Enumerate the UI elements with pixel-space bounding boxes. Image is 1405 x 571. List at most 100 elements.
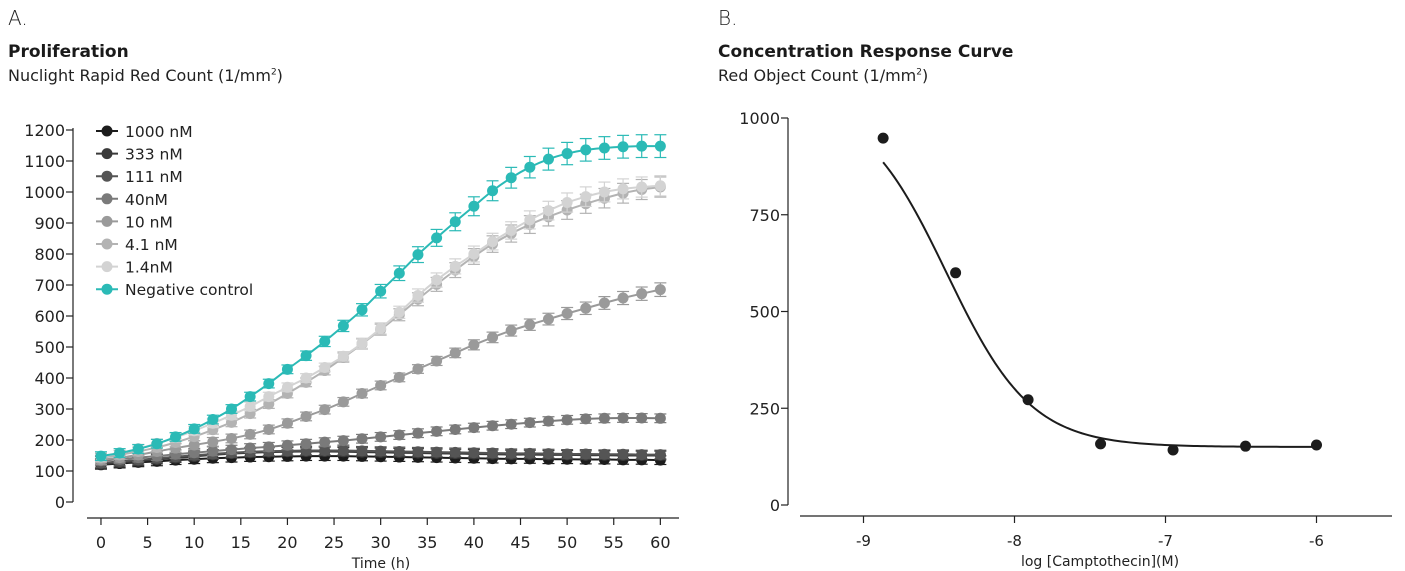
data-point [188, 447, 200, 459]
data-point [95, 450, 107, 462]
data-point [542, 313, 554, 325]
data-point [505, 418, 517, 430]
data-point [337, 396, 349, 408]
data-point [487, 447, 499, 459]
legend-item: 4.1 nM [96, 236, 178, 254]
data-point [580, 413, 592, 425]
data-point [170, 431, 182, 443]
data-point [319, 335, 331, 347]
y-tick-label: 300 [34, 400, 65, 419]
data-point [449, 347, 461, 359]
data-point [281, 439, 293, 451]
legend-item: 111 nM [96, 168, 183, 186]
data-point [188, 423, 200, 435]
data-point [505, 172, 517, 184]
data-point [561, 308, 573, 320]
data-point [654, 449, 666, 461]
y-tick-label: 0 [770, 496, 780, 515]
legend-item: 333 nM [96, 146, 183, 164]
data-point [263, 391, 275, 403]
data-point [654, 284, 666, 296]
data-point [225, 432, 237, 444]
y-tick-label: 500 [749, 303, 780, 322]
y-tick-label: 600 [34, 307, 65, 326]
data-point [505, 325, 517, 337]
data-point [244, 391, 256, 403]
series-line [100, 145, 661, 458]
data-point [636, 412, 648, 424]
x-tick-label: 25 [324, 533, 344, 552]
data-point [449, 260, 461, 272]
data-point [580, 448, 592, 460]
data-point [561, 414, 573, 426]
data-point [561, 148, 573, 160]
data-point [542, 205, 554, 217]
data-point [356, 337, 368, 349]
data-point [468, 422, 480, 434]
data-point [412, 446, 424, 458]
data-point [542, 415, 554, 427]
y-tick-label: 900 [34, 214, 65, 233]
data-point [487, 185, 499, 197]
data-point [617, 448, 629, 460]
data-point [431, 232, 443, 244]
y-tick-label: 0 [55, 493, 65, 512]
data-point [319, 404, 331, 416]
legend-marker [101, 193, 113, 205]
data-point [263, 423, 275, 435]
data-point [431, 274, 443, 286]
y-tick-label: 700 [34, 276, 65, 295]
data-point [337, 320, 349, 332]
data-point [1095, 438, 1107, 450]
data-point [207, 414, 219, 426]
legend: 1000 nM 333 nM 111 nM 40nM 10 nM 4.1 nM 1.4nM N… [96, 123, 253, 299]
fitted-curve [882, 161, 1317, 448]
legend-label: 333 nM [125, 146, 183, 164]
data-point [356, 388, 368, 399]
data-point [654, 140, 666, 152]
data-point [393, 306, 405, 318]
legend-label: 40nM [125, 191, 168, 209]
x-tick-label: 50 [557, 533, 577, 552]
data-point [412, 249, 424, 261]
x-tick-label: -9 [856, 532, 871, 550]
chart-title: Concentration Response Curve [718, 42, 1014, 62]
data-point [356, 433, 368, 445]
legend-marker [101, 238, 113, 250]
data-point [375, 431, 387, 443]
data-point [431, 355, 443, 367]
data-point [1311, 439, 1322, 451]
data-point [151, 438, 163, 450]
x-tick-label: 40 [464, 533, 484, 552]
data-point [431, 446, 443, 458]
y-tick-label: 1000 [24, 183, 65, 202]
data-point [412, 427, 424, 439]
data-point [393, 371, 405, 383]
data-point [580, 191, 592, 203]
y-tick-label: 1100 [24, 152, 65, 171]
data-point [487, 236, 499, 248]
data-point [207, 445, 219, 457]
x-tick-label: 60 [650, 533, 670, 552]
data-point [319, 436, 331, 448]
data-point [542, 448, 554, 460]
x-tick-label: 30 [370, 533, 390, 552]
data-point [207, 436, 219, 448]
legend-label: 1.4nM [125, 259, 173, 277]
data-point [393, 429, 405, 441]
data-point [561, 448, 573, 460]
data-point [263, 441, 275, 453]
legend-marker [101, 170, 113, 182]
y-tick-label: 1200 [24, 121, 65, 140]
data-point [375, 322, 387, 334]
data-point [244, 428, 256, 440]
data-point [449, 446, 461, 458]
data-point [449, 423, 461, 435]
legend-item: 10 nM [96, 213, 173, 231]
y-tick-label: 200 [34, 431, 65, 450]
x-tick-label: 35 [417, 533, 437, 552]
x-tick-label: 5 [142, 533, 152, 552]
data-point [524, 417, 536, 429]
data-point [337, 435, 349, 447]
data-point [188, 439, 200, 451]
